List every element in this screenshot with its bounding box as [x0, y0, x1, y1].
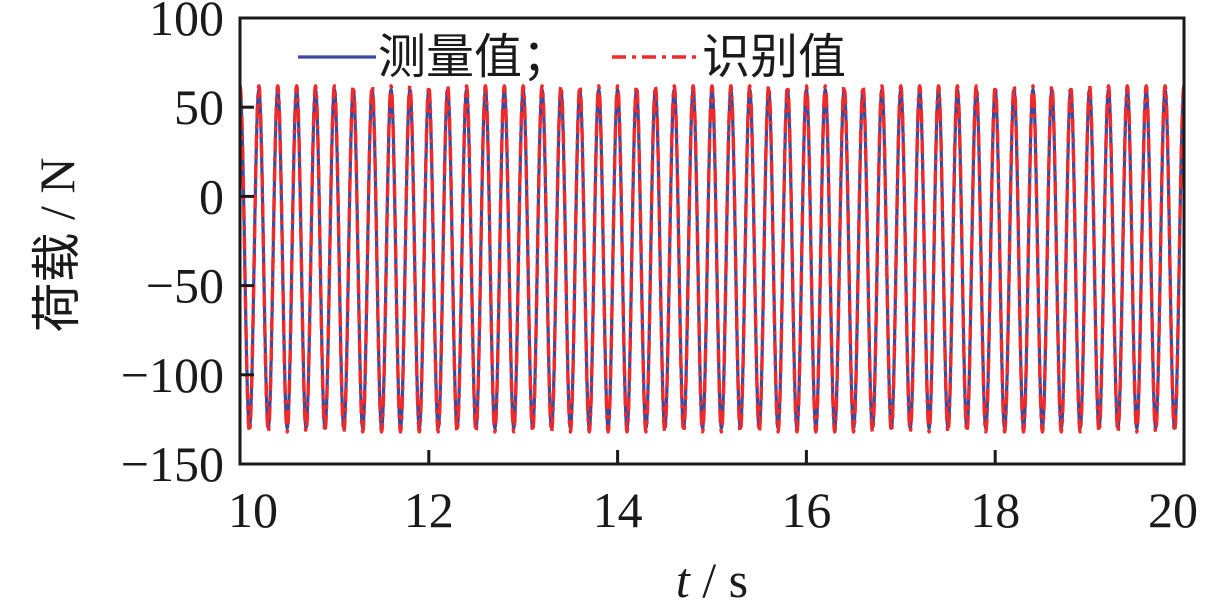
y-tick-label: −100: [121, 347, 224, 403]
series-layer: [240, 84, 1184, 434]
x-tick-label: 10: [228, 482, 278, 538]
x-tick-label: 20: [1148, 482, 1198, 538]
y-tick-label: −150: [121, 436, 224, 492]
y-axis-label: 荷载 / N: [29, 158, 85, 333]
x-axis-label-italic: t: [676, 552, 691, 605]
y-tick-label: 100: [149, 0, 224, 46]
legend-label-identified: 识别值: [702, 29, 846, 85]
plot-frame: [238, 16, 1186, 466]
x-tick-label: 12: [404, 482, 454, 538]
x-axis-ticks: 10 12 14 16 18 20: [228, 450, 1198, 538]
x-axis-label: t / s: [676, 552, 748, 605]
x-tick-label: 14: [593, 482, 643, 538]
x-axis-label-unit: / s: [690, 552, 748, 605]
y-tick-label: 0: [199, 168, 224, 224]
series-line-identified: [240, 84, 1184, 434]
legend: 测量值； 识别值: [298, 29, 846, 85]
y-tick-label: −50: [146, 258, 224, 314]
y-tick-label: 50: [174, 79, 224, 135]
series-line-measured: [240, 87, 1184, 430]
legend-label-measured: 测量值；: [378, 29, 570, 85]
x-tick-label: 16: [781, 482, 831, 538]
x-tick-label: 18: [970, 482, 1020, 538]
y-axis-ticks: 100 50 0 −50 −100 −150: [121, 0, 254, 492]
